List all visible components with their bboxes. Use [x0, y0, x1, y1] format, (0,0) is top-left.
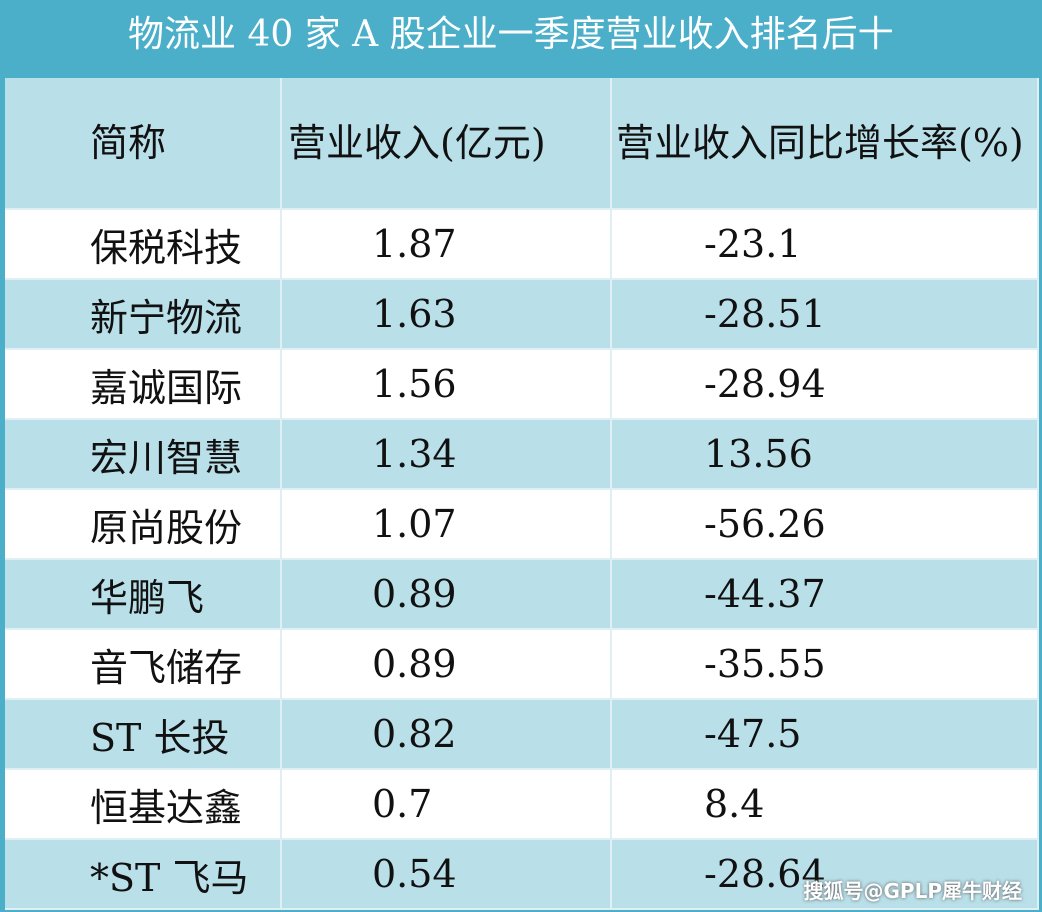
table-row: ST 长投 0.82 -47.5 — [5, 700, 1039, 770]
table-cell: -28.94 — [612, 350, 1039, 420]
header-row: 简称 营业收入(亿元) 营业收入同比增长率(%) — [5, 78, 1039, 210]
table-cell: 0.54 — [282, 840, 612, 910]
table-cell: 宏川智慧 — [5, 420, 282, 490]
header-cell: 简称 — [5, 78, 282, 210]
table-cell: 1.34 — [282, 420, 612, 490]
table-row: 恒基达鑫 0.7 8.4 — [5, 770, 1039, 840]
table-title: 物流业 40 家 A 股企业一季度营业收入排名后十 — [0, 0, 1042, 70]
table-cell: *ST 飞马 — [5, 840, 282, 910]
table-cell: -23.1 — [612, 210, 1039, 280]
table-cell: 1.87 — [282, 210, 612, 280]
table-cell: 音飞储存 — [5, 630, 282, 700]
table-cell: -56.26 — [612, 490, 1039, 560]
table-cell: 8.4 — [612, 770, 1039, 840]
table-row: 嘉诚国际 1.56 -28.94 — [5, 350, 1039, 420]
table-cell: 1.56 — [282, 350, 612, 420]
table-cell: -28.64 — [612, 840, 1039, 910]
table-cell: 1.63 — [282, 280, 612, 350]
table-row: *ST 飞马 0.54 -28.64 — [5, 840, 1039, 910]
table-cell: -47.5 — [612, 700, 1039, 770]
table-row: 新宁物流 1.63 -28.51 — [5, 280, 1039, 350]
table-cell: 恒基达鑫 — [5, 770, 282, 840]
table-cell: 0.82 — [282, 700, 612, 770]
table-row: 保税科技 1.87 -23.1 — [5, 210, 1039, 280]
table-row: 华鹏飞 0.89 -44.37 — [5, 560, 1039, 630]
table-cell: -35.55 — [612, 630, 1039, 700]
table-cell: 0.89 — [282, 630, 612, 700]
header-cell: 营业收入(亿元) — [282, 78, 612, 210]
header-cell: 营业收入同比增长率(%) — [612, 78, 1039, 210]
table-cell: 原尚股份 — [5, 490, 282, 560]
table-cell: -28.51 — [612, 280, 1039, 350]
table-cell: 新宁物流 — [5, 280, 282, 350]
table-cell: 0.7 — [282, 770, 612, 840]
table-cell: 华鹏飞 — [5, 560, 282, 630]
table-cell: 保税科技 — [5, 210, 282, 280]
table-cell: 13.56 — [612, 420, 1039, 490]
watermark: 搜狐号@GPLP犀牛财经 — [803, 879, 1022, 903]
table-row: 音飞储存 0.89 -35.55 — [5, 630, 1039, 700]
table-cell: -44.37 — [612, 560, 1039, 630]
table-cell: 0.89 — [282, 560, 612, 630]
table-cell: 1.07 — [282, 490, 612, 560]
table-cell: 嘉诚国际 — [5, 350, 282, 420]
table-row: 宏川智慧 1.34 13.56 — [5, 420, 1039, 490]
table-cell: ST 长投 — [5, 700, 282, 770]
table-row: 原尚股份 1.07 -56.26 — [5, 490, 1039, 560]
